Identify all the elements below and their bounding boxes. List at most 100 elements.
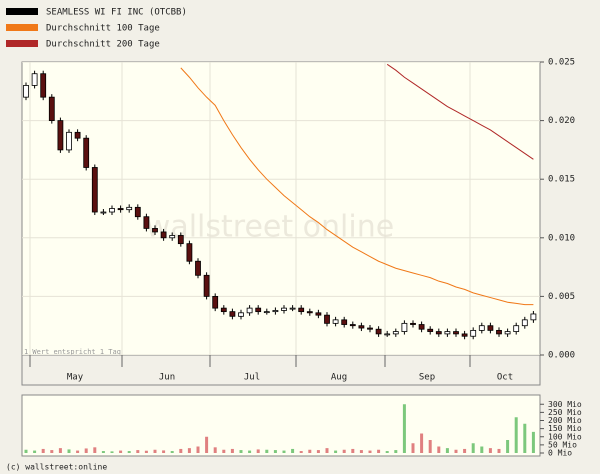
legend-label: Durchschnitt 200 Tage [46, 40, 160, 50]
candle-body [152, 228, 158, 233]
volume-bar [488, 448, 492, 453]
volume-bar [187, 448, 191, 453]
candle-body [332, 319, 339, 324]
candle-body [91, 167, 98, 213]
y-tick-label: 0.015 [548, 175, 575, 185]
candle-body [444, 331, 451, 335]
volume-bar [24, 449, 28, 453]
candle-body [410, 322, 416, 325]
x-tick-label: Jun [159, 373, 175, 383]
legend-label: SEAMLESS WI FI INC (OTCBB) [46, 8, 187, 18]
candle-body [57, 120, 64, 151]
x-tick-label: Oct [497, 373, 513, 383]
volume-bar [273, 450, 277, 453]
candle-body [263, 311, 270, 314]
volume-bar [136, 450, 140, 453]
volume-bar [531, 431, 535, 453]
candle-body [392, 331, 399, 335]
volume-tick-label: 50 Mio [548, 440, 577, 449]
volume-bar [377, 449, 381, 453]
volume-bar [222, 449, 226, 453]
volume-bar [50, 450, 54, 453]
volume-bar [162, 450, 166, 453]
y-tick-label: 0.020 [548, 116, 575, 126]
candle-body [246, 307, 253, 314]
candle-body [31, 73, 38, 86]
volume-bar [402, 404, 406, 453]
candle-body [126, 206, 133, 211]
candle-body [418, 324, 425, 330]
x-tick-label: Aug [331, 373, 347, 383]
candle-body [461, 333, 468, 337]
y-tick-label: 0.005 [548, 292, 575, 302]
volume-bar [230, 448, 234, 453]
candle-body [478, 325, 485, 331]
candle-body [117, 208, 124, 211]
candle-body [66, 131, 72, 151]
volume-bar [445, 448, 449, 453]
candle-body [100, 211, 107, 214]
volume-bar [334, 450, 338, 453]
volume-tick-label: 0 Mio [548, 449, 572, 458]
volume-bar [437, 446, 441, 453]
candle-body [281, 307, 287, 311]
candle-body [238, 312, 244, 317]
volume-bar [196, 446, 200, 453]
volume-bar [33, 450, 37, 453]
volume-bar [463, 448, 467, 453]
candle-body [134, 206, 141, 218]
volume-bar [93, 447, 97, 453]
candle-body [298, 307, 305, 313]
candle-body [74, 131, 81, 139]
candle-body [306, 311, 313, 314]
candle-body [160, 231, 167, 239]
volume-bar [506, 440, 510, 453]
volume-tick-label: 200 Mio [548, 416, 582, 425]
candle-body [530, 313, 537, 321]
legend-swatch [6, 8, 38, 15]
volume-bar [248, 450, 252, 453]
volume-bar [265, 449, 269, 453]
candle-body [427, 328, 434, 332]
candle-body [521, 319, 528, 327]
volume-bar [119, 450, 123, 453]
volume-tick-label: 100 Mio [548, 432, 582, 441]
candle-body [186, 243, 193, 262]
candle-body [143, 216, 150, 229]
watermark: wallstreet online [146, 210, 394, 245]
candle-body [453, 331, 459, 335]
candle-body [48, 96, 55, 122]
candle-body [212, 295, 219, 309]
candle-body [203, 274, 210, 297]
volume-bar [101, 451, 105, 453]
candle-body [375, 328, 382, 335]
volume-bar [41, 448, 45, 453]
candle-body [195, 260, 201, 276]
volume-bar [144, 450, 148, 453]
volume-bar [523, 423, 527, 453]
candle-body [272, 310, 279, 313]
legend-swatch [6, 40, 38, 47]
candle-body [315, 312, 322, 316]
volume-bar [308, 449, 312, 453]
volume-bar [67, 449, 71, 453]
volume-bar [239, 450, 243, 453]
legend-swatch [6, 24, 38, 31]
volume-bar [471, 443, 475, 453]
volume-bar [153, 449, 157, 453]
candle-body [324, 314, 330, 324]
candle-body [349, 324, 356, 327]
candle-body [289, 307, 296, 310]
volume-bar [127, 451, 131, 453]
volume-bar [179, 448, 183, 453]
candle-body [487, 325, 494, 331]
candle-body [358, 325, 365, 329]
volume-bar [420, 433, 424, 453]
y-tick-label: 0.000 [548, 351, 575, 361]
volume-bar [316, 450, 320, 453]
moving-average [180, 67, 534, 306]
candle-body [367, 327, 373, 330]
volume-bar [205, 436, 209, 453]
candle-body [513, 325, 520, 332]
